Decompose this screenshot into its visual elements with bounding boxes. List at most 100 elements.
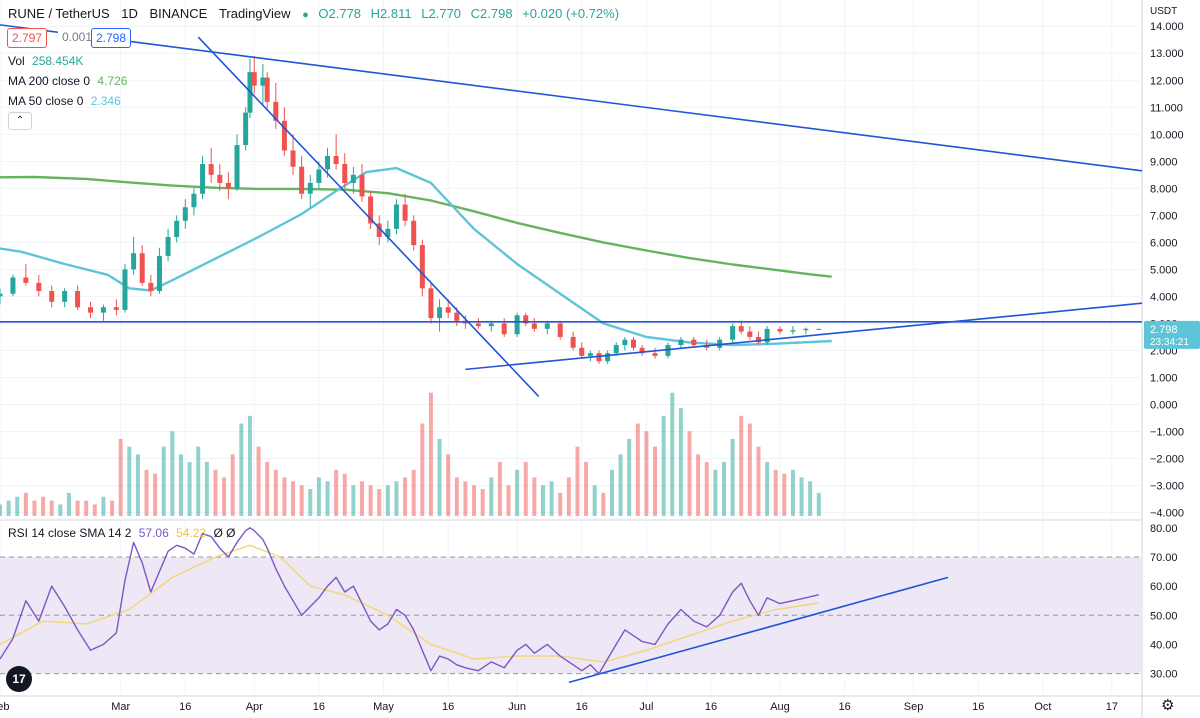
- buy-price-button[interactable]: 2.798: [91, 28, 132, 48]
- volume-bar: [566, 477, 571, 516]
- time-tick-label: 16: [442, 701, 454, 713]
- price-tick-label: 11.000: [1150, 102, 1183, 114]
- candle-body: [411, 220, 417, 246]
- candle-body: [557, 323, 563, 337]
- ma200-legend[interactable]: MA 200 close 0 4.726: [8, 74, 127, 88]
- time-tick-label: Apr: [246, 701, 263, 713]
- volume-bar: [609, 469, 614, 516]
- volume-bar: [247, 415, 252, 516]
- candle: [531, 318, 537, 332]
- trendline: [0, 24, 1143, 172]
- currency-label[interactable]: USDT: [1150, 6, 1178, 17]
- candle-body: [10, 277, 16, 294]
- symbol-header[interactable]: RUNE / TetherUS 1D BINANCE TradingView ●…: [8, 6, 619, 21]
- sell-price-button[interactable]: 2.797: [7, 28, 48, 48]
- close-value: C2.798: [470, 6, 513, 21]
- volume-bar: [808, 481, 813, 516]
- candle-body: [428, 288, 434, 319]
- time-tick-label: Sep: [904, 701, 924, 713]
- time-axis[interactable]: Feb Mar 16 Apr 16 May 16 Jun 16 Jul 16 Aug 16 Sep 16 Oc…: [0, 701, 1118, 713]
- candle-body: [281, 120, 287, 151]
- candle-body: [191, 193, 197, 208]
- candle: [299, 155, 305, 200]
- rsi-legend[interactable]: RSI 14 close SMA 14 2 57.06 54.23 Ø Ø: [8, 526, 236, 540]
- candle: [613, 342, 619, 356]
- candle-body: [501, 323, 507, 335]
- spread-value: 0.001: [58, 28, 97, 46]
- price-tick-label: 13.000: [1150, 48, 1184, 60]
- rsi-extra-values: Ø Ø: [213, 526, 236, 540]
- candle: [678, 336, 684, 348]
- chevron-up-icon[interactable]: ⌃: [8, 112, 32, 130]
- candle-body: [217, 174, 223, 183]
- candle: [182, 199, 188, 229]
- candle: [165, 228, 171, 262]
- candle-body: [755, 336, 761, 343]
- candle: [75, 285, 81, 310]
- candle: [139, 245, 145, 286]
- candle: [359, 164, 365, 202]
- candle: [402, 193, 408, 227]
- candle: [579, 342, 585, 359]
- ma50-legend[interactable]: MA 50 close 0 2.346: [8, 94, 121, 108]
- candle-body: [613, 345, 619, 354]
- volume-bar: [463, 481, 468, 516]
- time-tick-label: Feb: [0, 701, 9, 713]
- volume-bar: [394, 481, 399, 516]
- candle-body: [488, 323, 494, 327]
- price-tick-label: 1.000: [1150, 372, 1178, 384]
- time-tick-label: May: [373, 701, 394, 713]
- candle: [316, 161, 322, 189]
- candle: [523, 312, 529, 327]
- last-price-label: 2.798: [1150, 324, 1178, 336]
- candle-body: [148, 282, 154, 292]
- volume-bar: [282, 477, 287, 516]
- price-tick-label: 12.000: [1150, 75, 1184, 87]
- candle: [755, 331, 761, 346]
- change-value: +0.020 (+0.72%): [522, 6, 620, 21]
- candle: [10, 274, 16, 297]
- price-axis[interactable]: 14.000 13.000 12.000 11.000 10.000 9.000 8.000…: [1144, 21, 1200, 681]
- volume-bar: [325, 481, 330, 516]
- candle-body: [87, 307, 93, 313]
- candle: [411, 215, 417, 251]
- volume-bar: [687, 431, 692, 516]
- countdown-label: 23:34:21: [1150, 337, 1189, 348]
- volume-legend[interactable]: Vol 258.454K: [8, 54, 83, 68]
- low-value: L2.770: [421, 6, 462, 21]
- candle-body: [454, 312, 460, 321]
- volume-label: Vol: [8, 54, 25, 68]
- symbol-name[interactable]: RUNE / TetherUS: [8, 6, 110, 21]
- candle: [350, 166, 356, 194]
- ma200-line: [0, 175, 832, 278]
- candle-body: [419, 245, 425, 289]
- candle-body: [652, 353, 658, 356]
- volume-bar: [739, 415, 744, 516]
- volume-bar: [704, 462, 709, 516]
- volume-bar: [291, 481, 296, 516]
- rsi-tick-label: 70.00: [1150, 552, 1178, 564]
- gear-icon[interactable]: ⚙: [1161, 697, 1175, 714]
- candle: [243, 107, 249, 151]
- volume-bar: [653, 446, 658, 516]
- rsi-tick-label: 80.00: [1150, 523, 1178, 535]
- time-tick-label: Oct: [1034, 701, 1051, 713]
- volume-bar: [66, 492, 71, 516]
- candle: [156, 247, 162, 294]
- time-tick-label: 16: [179, 701, 191, 713]
- volume-bar: [187, 462, 192, 516]
- candle-body: [325, 155, 331, 170]
- volume-bar: [558, 492, 563, 516]
- interval-label[interactable]: 1D: [121, 6, 138, 21]
- volume-bar: [403, 477, 408, 516]
- candle: [639, 345, 645, 356]
- volume-bar: [170, 431, 175, 516]
- trendlines[interactable]: [0, 24, 1143, 684]
- candle-body: [113, 307, 119, 310]
- ma50-line: [0, 166, 832, 347]
- candle-body: [0, 293, 3, 297]
- candle: [148, 274, 154, 297]
- candle: [174, 215, 180, 243]
- volume-bar: [627, 438, 632, 516]
